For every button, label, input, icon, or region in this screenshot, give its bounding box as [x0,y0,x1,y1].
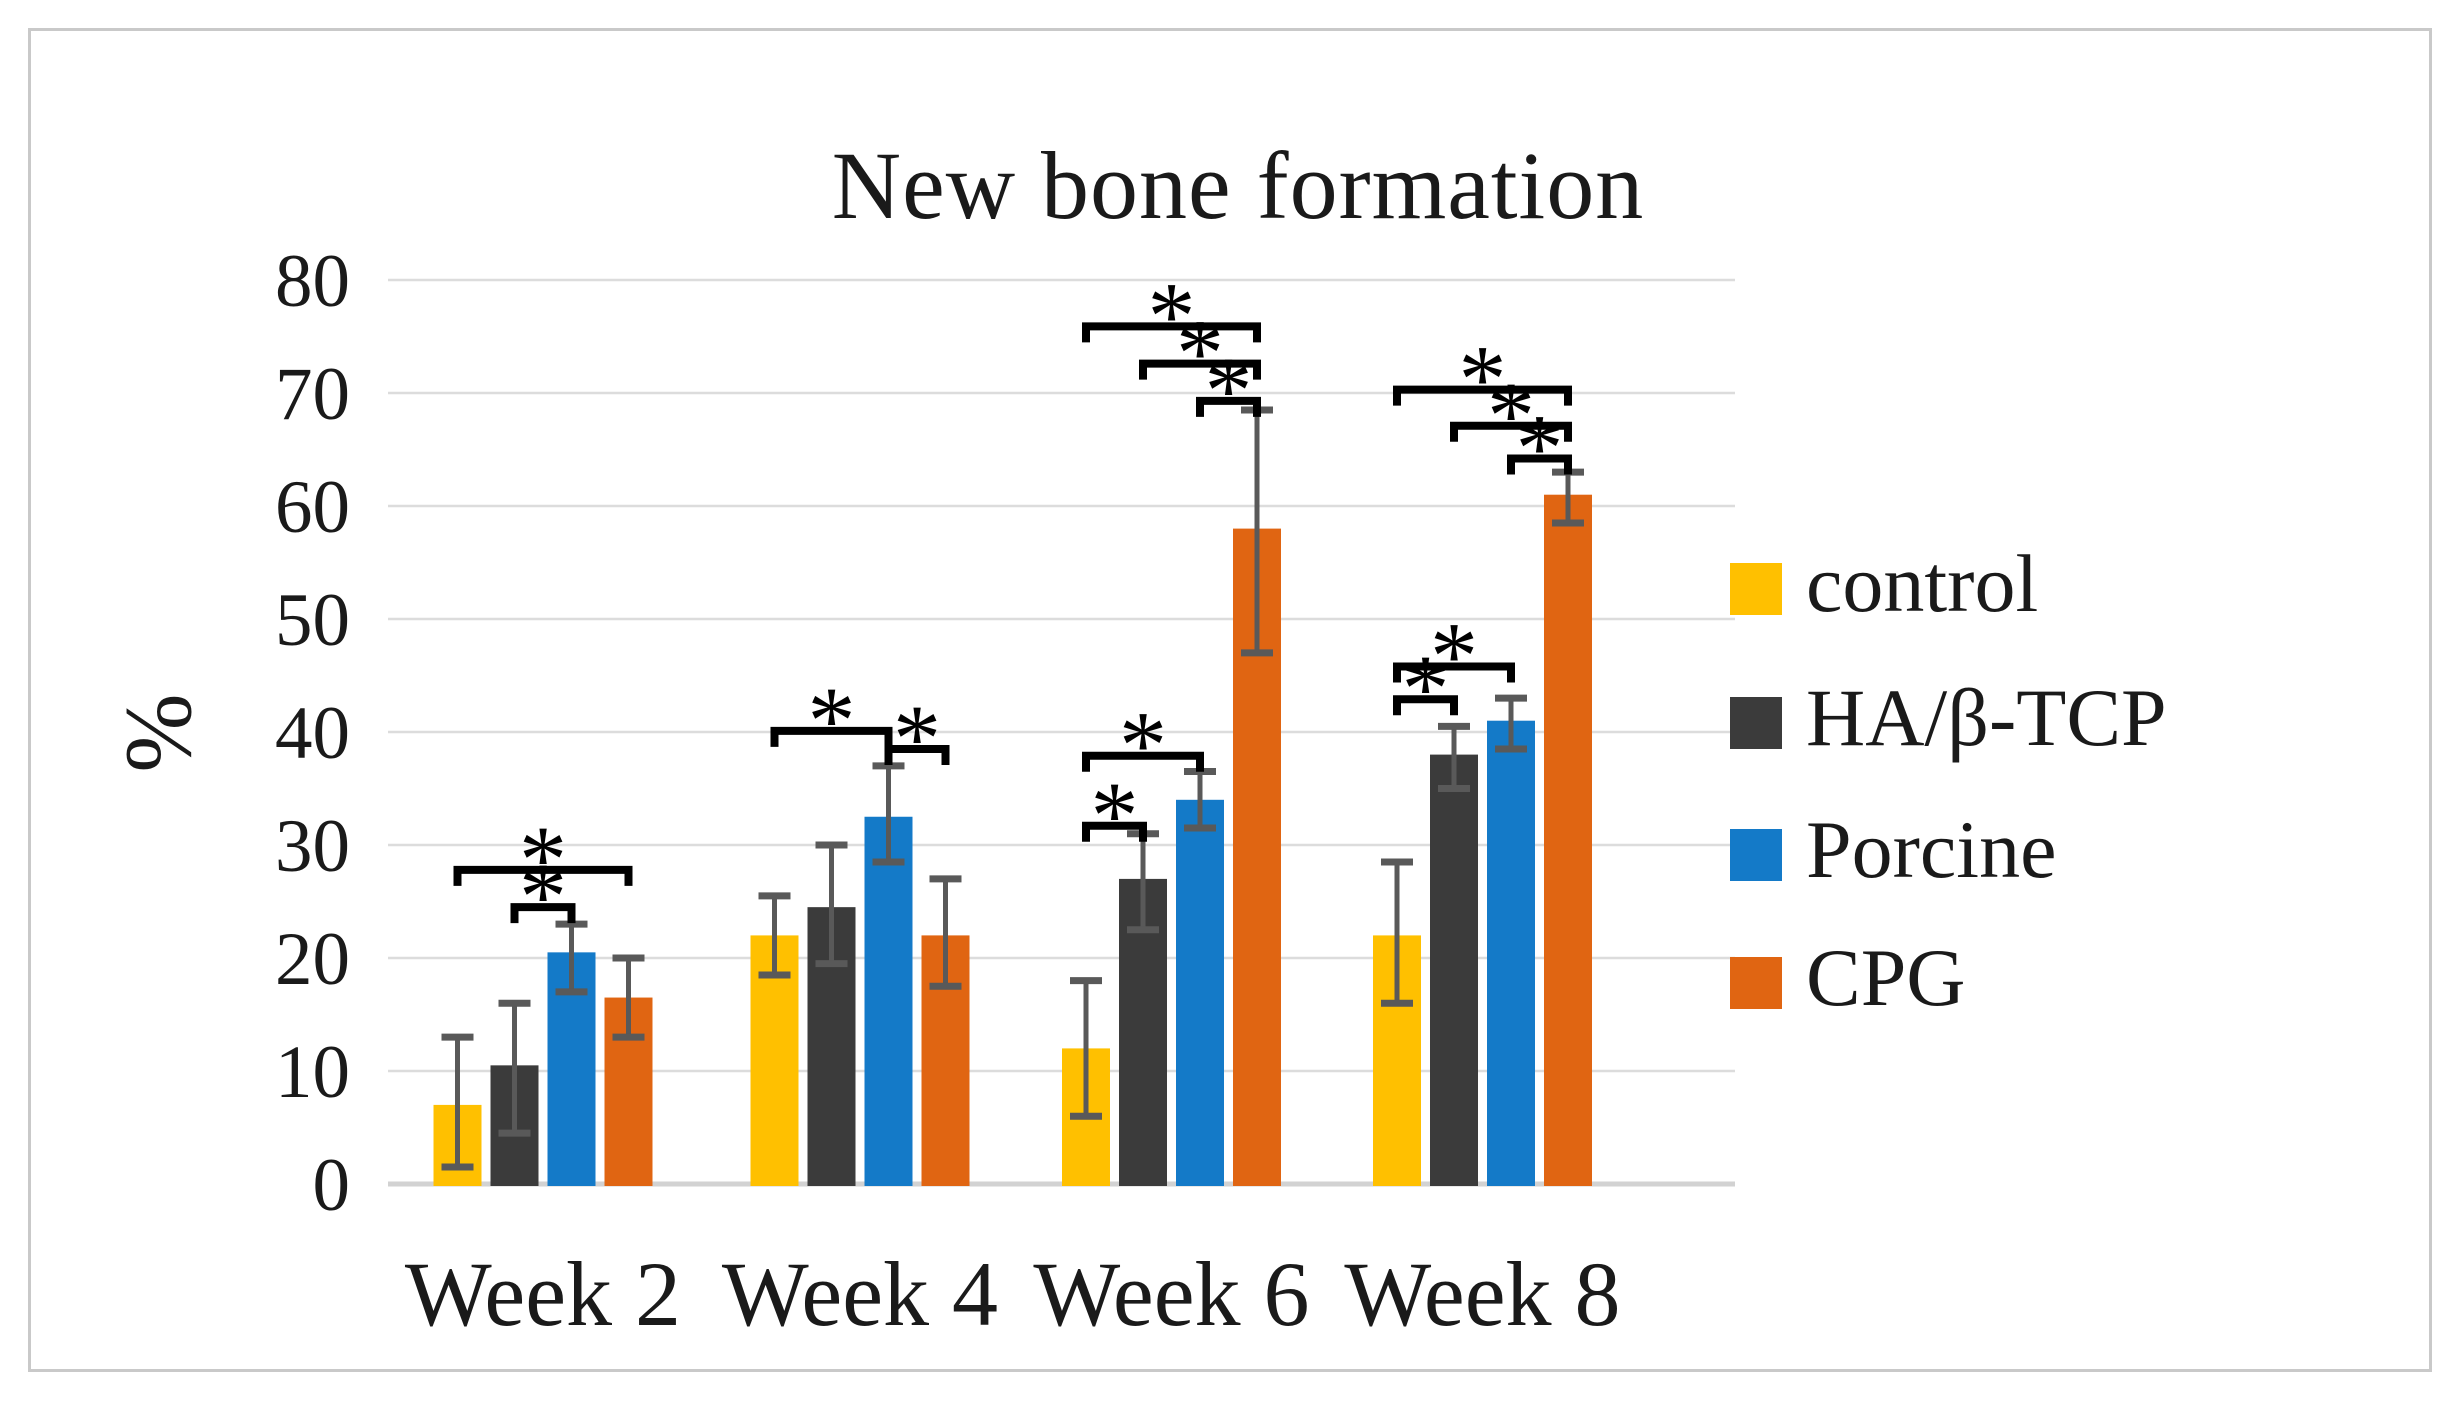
legend-swatch-porcine [1730,829,1782,881]
significance-asterisk: * [1487,362,1535,469]
y-tick-label: 0 [313,1144,351,1227]
significance-bracket [1507,454,1572,475]
significance-bracket [510,903,576,924]
figure-frame [28,28,2432,1372]
legend-label-porcine: Porcine [1806,804,2057,895]
significance-asterisk: * [893,685,941,792]
y-tick-label: 80 [275,240,350,323]
significance-asterisk: * [1430,602,1478,709]
significance-bracket [1393,662,1515,683]
significance-asterisk: * [1148,262,1196,369]
legend-label-ha-b-tcp: HA/β-TCP [1806,672,2167,763]
bar-ha-tcp-4 [1430,754,1478,1186]
significance-asterisk: * [1402,635,1450,742]
significance-bracket [453,865,633,886]
y-tick-label: 10 [275,1031,350,1114]
legend-item-cpg: CPG [1730,937,1966,1019]
x-category-label: Week 8 [1344,1243,1620,1345]
y-tick-label: 70 [275,353,350,436]
y-tick-label: 60 [275,466,350,549]
y-tick-label: 40 [275,692,350,775]
y-axis-title: % [105,693,211,772]
legend-item-porcine: Porcine [1730,809,2056,891]
legend-label-cpg: CPG [1806,932,1966,1023]
legend-item-control: control [1730,543,2038,625]
significance-asterisk: * [1205,337,1253,444]
y-tick-label: 30 [275,805,350,888]
significance-bracket [1196,396,1261,417]
legend-swatch-cpg [1730,957,1782,1009]
significance-asterisk: * [1119,692,1167,799]
significance-bracket [1139,359,1261,380]
significance-bracket [1082,751,1204,772]
legend-item-ha-b-tcp: HA/β-TCP [1730,677,2167,759]
bar-cpg-4 [1544,494,1592,1186]
significance-bracket [1082,322,1261,343]
significance-bracket [1450,421,1572,442]
significance-asterisk: * [519,806,567,913]
significance-asterisk: * [1176,300,1224,407]
bar-porcine-3 [1176,799,1224,1186]
legend-swatch-ha-b-tcp [1730,697,1782,749]
significance-asterisk: * [519,843,567,950]
y-tick-label: 20 [275,918,350,1001]
bar-porcine-4 [1487,720,1535,1186]
significance-asterisk: * [1091,762,1139,869]
significance-bracket [770,726,893,747]
bar-porcine-2 [864,816,913,1186]
significance-bracket [1393,695,1458,716]
x-category-label: Week 6 [1033,1243,1309,1345]
chart-title: New bone formation [831,132,1645,239]
significance-bracket [1393,385,1572,406]
x-category-label: Week 2 [405,1243,681,1345]
significance-asterisk: * [808,667,856,774]
significance-asterisk: * [1459,326,1507,433]
significance-bracket [884,744,950,765]
y-tick-label: 50 [275,579,350,662]
significance-bracket [1082,821,1147,842]
legend-swatch-control [1730,563,1782,615]
significance-asterisk: * [1516,395,1564,502]
x-category-label: Week 4 [722,1243,998,1345]
legend-label-control: control [1806,538,2039,629]
